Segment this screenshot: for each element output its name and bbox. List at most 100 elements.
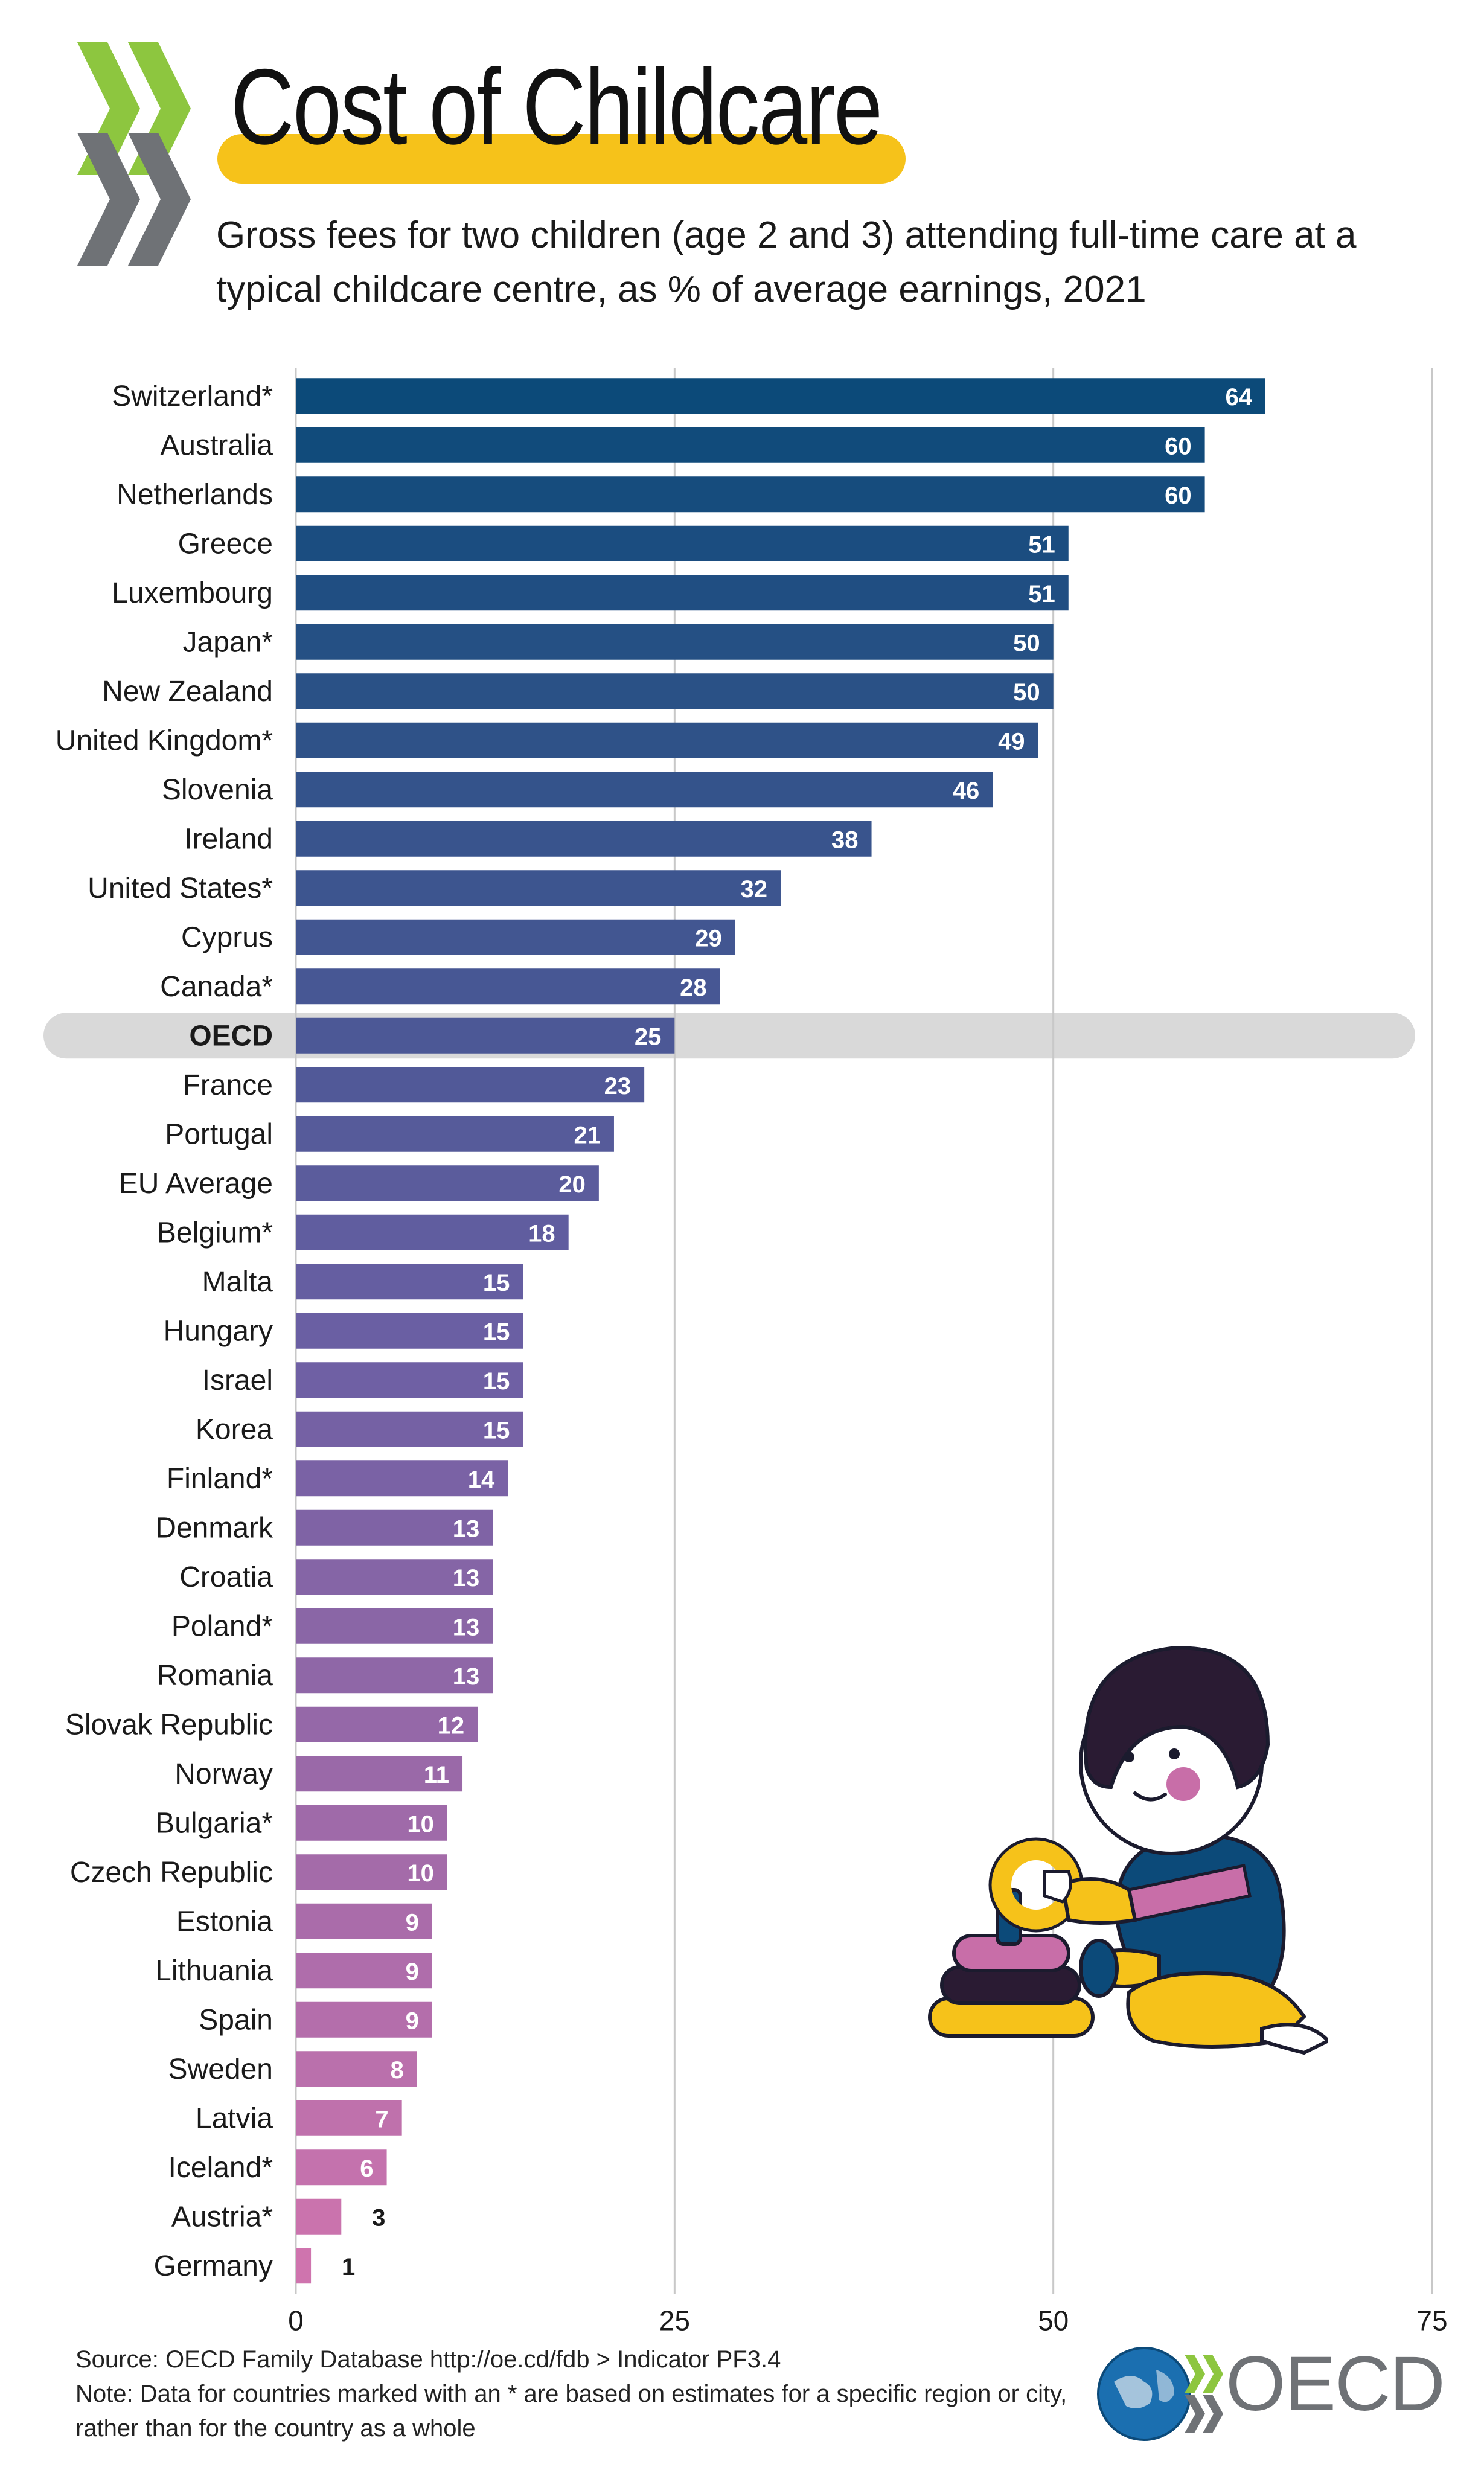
bar — [296, 1805, 447, 1841]
data-label: 23 — [604, 1073, 632, 1099]
bar — [296, 2051, 417, 2087]
category-label: France — [183, 1069, 273, 1101]
bar — [296, 870, 781, 906]
data-label: 51 — [1028, 581, 1055, 607]
category-label: Belgium* — [157, 1217, 273, 1249]
data-label: 14 — [468, 1467, 495, 1493]
category-label: EU Average — [119, 1168, 273, 1200]
data-label: 15 — [483, 1417, 510, 1444]
category-label: New Zealand — [102, 676, 273, 708]
category-label: Malta — [202, 1266, 273, 1298]
data-label: 64 — [1225, 384, 1252, 411]
child-figure-icon — [1043, 1646, 1328, 2055]
data-label: 46 — [953, 778, 980, 804]
source-note: Source: OECD Family Database http://oe.c… — [75, 2343, 1102, 2446]
bar — [296, 1854, 447, 1890]
logo-chevron-gray-left — [77, 133, 140, 266]
category-label: Croatia — [179, 1561, 273, 1593]
child-illustration — [928, 1646, 1328, 2055]
data-label: 50 — [1013, 679, 1040, 706]
category-label: Portugal — [165, 1118, 273, 1150]
category-label: Germany — [154, 2250, 273, 2282]
category-label: Czech Republic — [70, 1857, 273, 1889]
data-label: 13 — [453, 1663, 480, 1690]
bar — [296, 1756, 463, 1792]
data-label: 32 — [740, 876, 767, 903]
bar — [296, 1313, 523, 1349]
data-label: 50 — [1013, 630, 1040, 656]
bar — [296, 1362, 523, 1398]
bar — [296, 673, 1054, 709]
bar — [296, 1608, 493, 1644]
bar — [296, 1067, 645, 1103]
category-label: Bulgaria* — [155, 1807, 273, 1839]
category-label: Canada* — [160, 971, 273, 1003]
data-label: 13 — [453, 1565, 480, 1592]
data-label: 12 — [438, 1712, 465, 1739]
category-label: Estonia — [176, 1905, 273, 1937]
data-label: 11 — [424, 1762, 449, 1788]
category-label: Norway — [174, 1758, 273, 1790]
note-line: Note: Data for countries marked with an … — [75, 2381, 1067, 2442]
bar — [296, 2198, 342, 2235]
bar — [296, 1411, 523, 1447]
bar — [296, 821, 872, 857]
bar — [296, 1017, 675, 1054]
category-label: OECD — [189, 1020, 273, 1052]
bar — [296, 525, 1069, 561]
category-label: United Kingdom* — [56, 725, 273, 757]
category-label: Lithuania — [155, 1955, 273, 1987]
bar — [296, 575, 1069, 611]
category-label: Israel — [202, 1364, 273, 1396]
page-title: Cost of Childcare — [231, 46, 883, 167]
bar — [296, 1706, 478, 1742]
stacking-rings-toy-icon — [928, 1837, 1095, 2038]
data-label: 9 — [406, 1959, 419, 1985]
data-label: 9 — [406, 1909, 419, 1936]
data-label: 6 — [360, 2155, 373, 2182]
data-label: 15 — [483, 1319, 510, 1345]
oecd-chevron-logo-icon — [77, 42, 191, 266]
category-label: Denmark — [155, 1512, 273, 1544]
category-label: Korea — [196, 1413, 273, 1445]
category-label: Japan* — [183, 626, 273, 658]
bar — [296, 919, 735, 955]
bar — [296, 1214, 569, 1250]
oecd-wordmark-chevrons-icon — [1185, 2355, 1223, 2433]
category-label: Hungary — [164, 1315, 273, 1347]
category-label: Greece — [178, 528, 273, 560]
data-label: 60 — [1165, 482, 1192, 509]
data-label: 9 — [406, 2008, 419, 2034]
data-label: 15 — [483, 1368, 510, 1395]
category-label: Ireland — [184, 823, 273, 855]
category-label: Sweden — [168, 2053, 273, 2085]
x-tick-label: 0 — [288, 2305, 304, 2331]
bar — [296, 427, 1205, 463]
bar — [296, 772, 993, 808]
bar — [296, 2248, 312, 2284]
bar — [296, 1953, 432, 1989]
oecd-logo-text: OECD — [1226, 2341, 1445, 2427]
data-label: 60 — [1165, 433, 1192, 459]
category-label: Finland* — [167, 1463, 273, 1495]
bar — [296, 2001, 432, 2038]
data-label: 13 — [453, 1515, 480, 1542]
data-label: 21 — [574, 1122, 601, 1148]
bar — [296, 722, 1038, 758]
bar — [296, 1116, 614, 1152]
x-tick-label: 75 — [1416, 2305, 1447, 2331]
data-label: 10 — [407, 1860, 434, 1887]
bar — [296, 1460, 508, 1497]
data-label: 25 — [635, 1023, 662, 1050]
data-label: 13 — [453, 1614, 480, 1640]
chart-subtitle: Gross fees for two children (age 2 and 3… — [216, 214, 1357, 310]
x-tick-label: 25 — [659, 2305, 690, 2331]
bar — [296, 968, 720, 1005]
category-label: Luxembourg — [112, 577, 273, 609]
bar — [296, 378, 1265, 414]
data-label: 1 — [342, 2254, 355, 2280]
bar — [296, 1657, 493, 1694]
category-label: Switzerland* — [112, 380, 273, 412]
data-label: 28 — [680, 974, 707, 1001]
category-label: Austria* — [171, 2201, 273, 2233]
